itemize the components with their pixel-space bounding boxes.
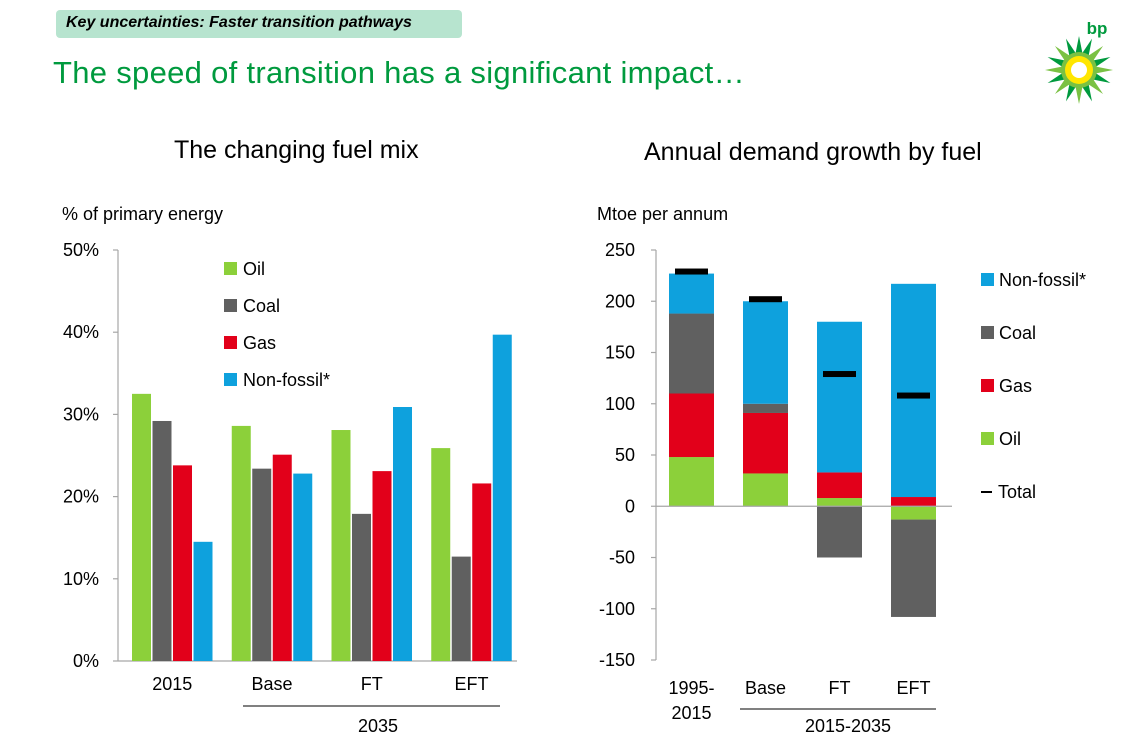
page-headline: The speed of transition has a significan… xyxy=(53,55,745,90)
y-tick-label: -50 xyxy=(609,548,635,568)
stack-segment-oil xyxy=(669,457,714,507)
logo-text: bp xyxy=(1087,19,1108,38)
bar-oil xyxy=(231,425,251,661)
bar-nonfossil xyxy=(393,407,412,661)
y-tick-label: -100 xyxy=(599,599,635,619)
stack-segment-oil xyxy=(891,506,936,520)
group-label: 2015-2035 xyxy=(805,716,891,736)
bar-gas xyxy=(472,483,492,661)
y-tick-label: 0 xyxy=(625,496,635,516)
stack-segment-gas xyxy=(743,412,788,474)
y-tick-label: 40% xyxy=(63,322,99,342)
total-marker xyxy=(749,296,782,303)
bar-oil xyxy=(132,393,151,661)
section-tag: Key uncertainties: Faster transition pat… xyxy=(56,10,462,38)
stack-segment-nonfossil xyxy=(817,321,862,473)
stack-segment-coal xyxy=(669,313,714,394)
x-tick-label: 2015 xyxy=(152,674,192,694)
x-tick-label: 1995-2015 xyxy=(668,678,714,723)
legend-swatch-gas xyxy=(224,336,237,349)
legend-label-oil: Oil xyxy=(999,429,1021,449)
y-tick-label: 100 xyxy=(605,394,635,414)
bar-oil xyxy=(331,430,351,661)
y-tick-label: 10% xyxy=(63,569,99,589)
total-marker xyxy=(823,371,856,378)
legend-label-nonfossil: Non-fossil* xyxy=(999,270,1086,290)
y-tick-label: 50% xyxy=(63,240,99,260)
y-tick-label: 0% xyxy=(73,651,99,671)
total-marker xyxy=(897,392,930,399)
bp-logo-icon: bp xyxy=(1045,19,1113,104)
x-tick-label: FT xyxy=(829,678,851,698)
x-tick-label: Base xyxy=(745,678,786,698)
legend-swatch-nonfossil xyxy=(224,373,237,386)
legend-label-gas: Gas xyxy=(243,333,276,353)
bar-nonfossil xyxy=(492,334,512,661)
y-axis-label: % of primary energy xyxy=(62,204,223,224)
y-axis-label: Mtoe per annum xyxy=(597,204,728,224)
stack-segment-coal xyxy=(817,506,862,558)
chart-title-fuel-mix: The changing fuel mix xyxy=(174,136,419,164)
y-tick-label: 200 xyxy=(605,291,635,311)
legend-label-gas: Gas xyxy=(999,376,1032,396)
legend-swatch-gas xyxy=(981,379,994,392)
y-tick-label: 150 xyxy=(605,343,635,363)
group-label: 2035 xyxy=(358,716,398,736)
stack-segment-nonfossil xyxy=(743,301,788,404)
x-tick-label: EFT xyxy=(897,678,931,698)
bar-nonfossil xyxy=(193,541,213,661)
legend-label-oil: Oil xyxy=(243,259,265,279)
stack-segment-coal xyxy=(891,519,936,617)
legend-swatch-coal xyxy=(224,299,237,312)
bar-coal xyxy=(252,468,272,661)
x-tick-label: FT xyxy=(361,674,383,694)
bar-gas xyxy=(372,471,392,661)
bar-oil xyxy=(431,448,451,661)
y-tick-label: 30% xyxy=(63,404,99,424)
stack-segment-gas xyxy=(891,497,936,507)
stack-segment-oil xyxy=(743,473,788,507)
legend-label-nonfossil: Non-fossil* xyxy=(243,370,330,390)
bar-coal xyxy=(152,420,172,661)
y-tick-label: -150 xyxy=(599,650,635,670)
stack-segment-nonfossil xyxy=(669,273,714,314)
stack-segment-coal xyxy=(743,403,788,413)
y-tick-label: 250 xyxy=(605,240,635,260)
bar-coal xyxy=(352,513,371,661)
stack-segment-oil xyxy=(817,498,862,507)
x-tick-label: EFT xyxy=(455,674,489,694)
bar-gas xyxy=(272,454,292,661)
helios-rays xyxy=(1045,36,1113,104)
legend-swatch-nonfossil xyxy=(981,273,994,286)
stack-segment-gas xyxy=(669,393,714,458)
legend-label-total: Total xyxy=(998,482,1036,502)
bar-nonfossil xyxy=(293,473,313,661)
chart-title-demand-growth: Annual demand growth by fuel xyxy=(644,138,982,166)
bar-gas xyxy=(173,465,192,661)
legend-label-coal: Coal xyxy=(243,296,280,316)
legend-swatch-coal xyxy=(981,326,994,339)
x-tick-label: Base xyxy=(251,674,292,694)
y-tick-label: 50 xyxy=(615,445,635,465)
legend-label-coal: Coal xyxy=(999,323,1036,343)
bar-coal xyxy=(451,556,471,661)
stack-segment-nonfossil xyxy=(891,283,936,498)
legend-swatch-oil xyxy=(224,262,237,275)
stack-segment-gas xyxy=(817,472,862,499)
y-tick-label: 20% xyxy=(63,487,99,507)
legend-swatch-oil xyxy=(981,432,994,445)
total-marker xyxy=(675,268,708,275)
